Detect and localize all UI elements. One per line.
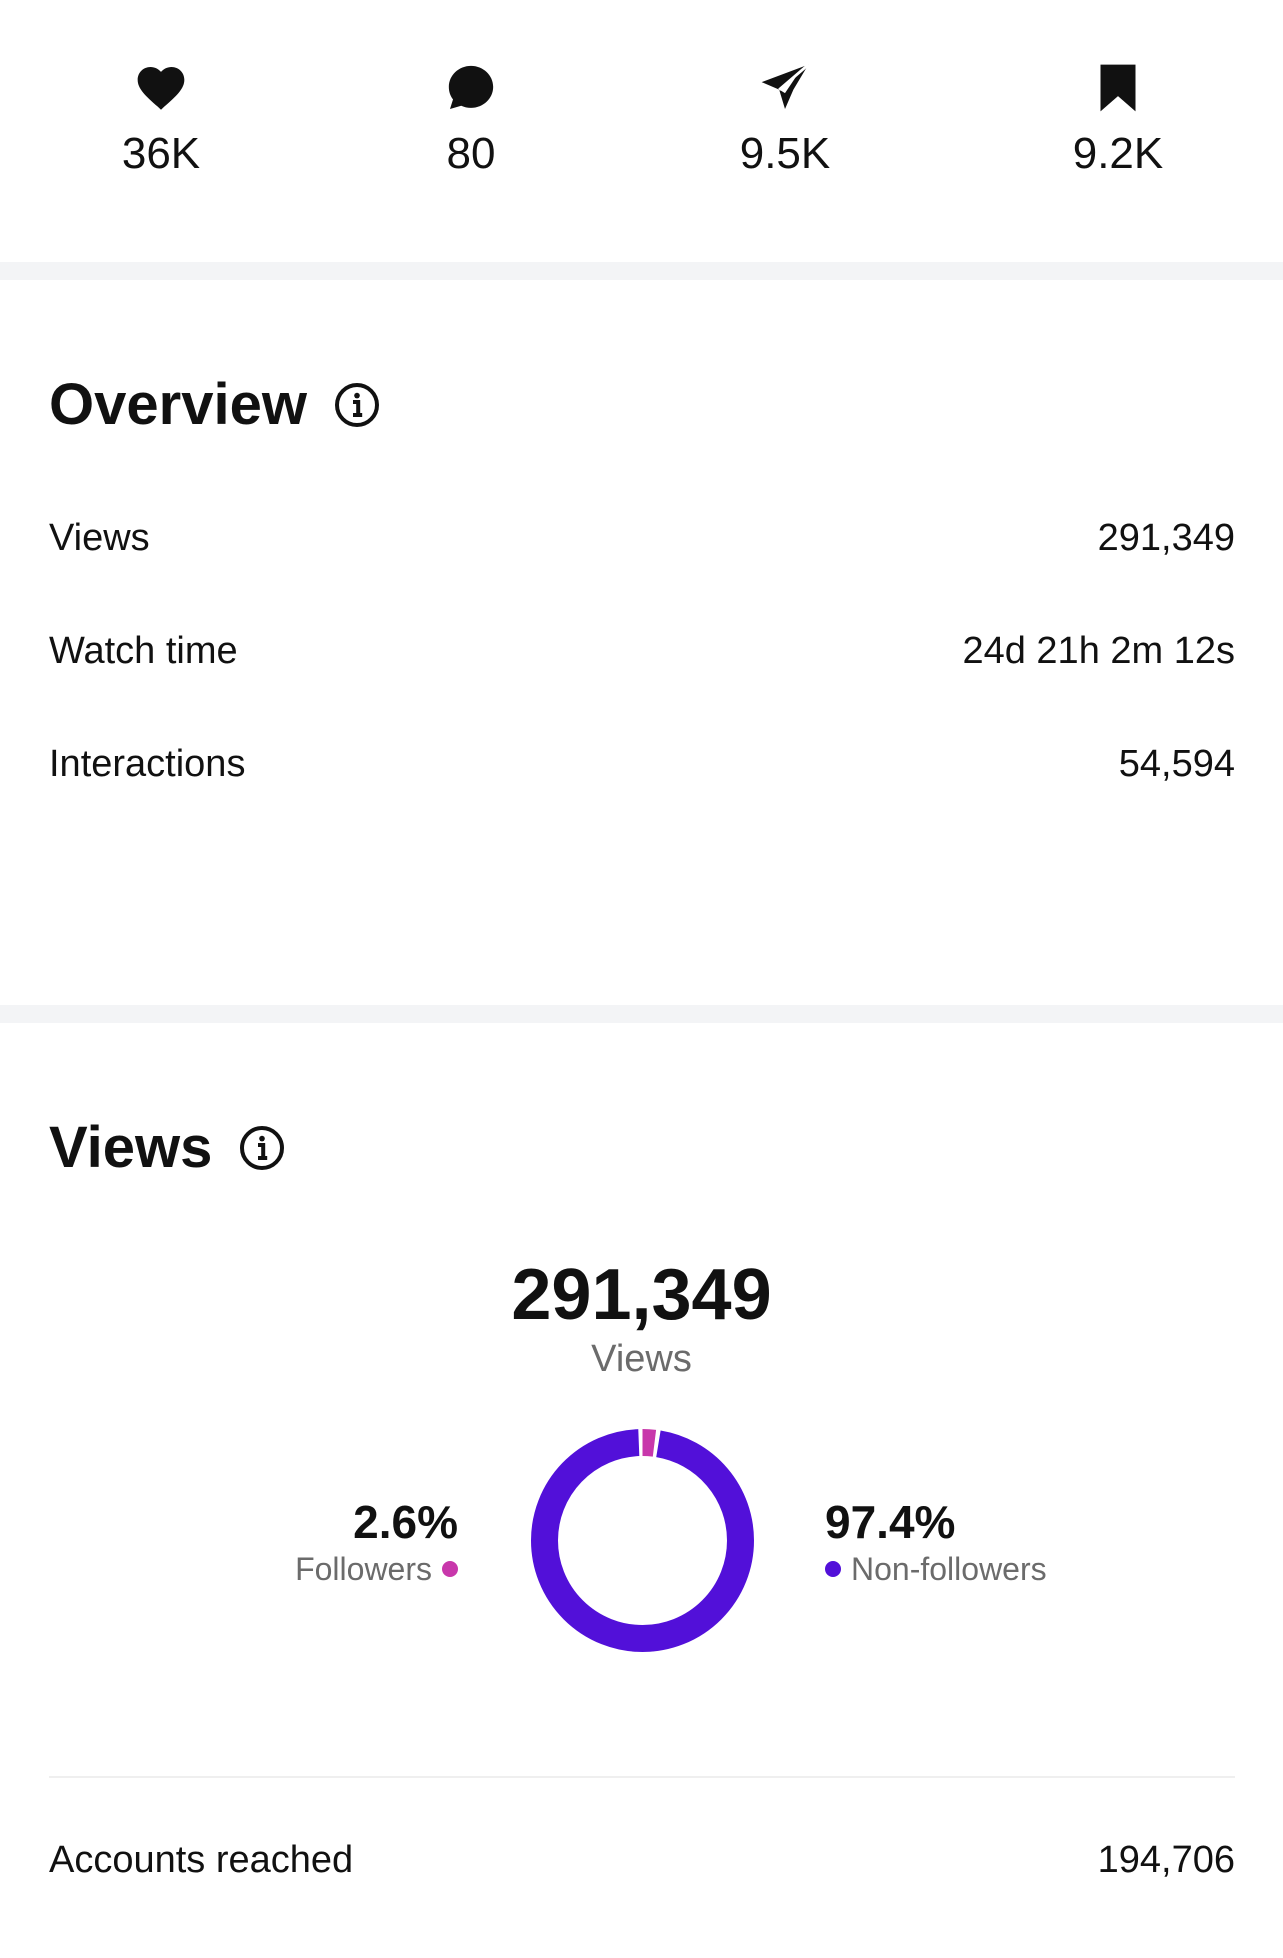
non-followers-segment xyxy=(531,1429,754,1652)
info-icon[interactable] xyxy=(238,1124,286,1172)
heart-icon xyxy=(133,60,189,116)
likes-stat[interactable]: 36K xyxy=(61,60,261,180)
overview-row-views[interactable]: Views 291,349 xyxy=(49,508,1235,568)
accounts-reached-value: 194,706 xyxy=(1097,1838,1235,1881)
row-value: 24d 21h 2m 12s xyxy=(962,629,1235,672)
likes-count: 36K xyxy=(121,129,201,178)
accounts-reached-row[interactable]: Accounts reached 194,706 xyxy=(49,1830,1235,1890)
followers-dot xyxy=(442,1561,458,1577)
overview-row-watch-time[interactable]: Watch time 24d 21h 2m 12s xyxy=(49,621,1235,681)
non-followers-percent: 97.4% xyxy=(825,1496,956,1548)
comments-count: 80 xyxy=(446,129,496,178)
views-total-label: Views xyxy=(591,1338,692,1380)
non-followers-legend: 97.4% Non-followers xyxy=(825,1495,1047,1589)
non-followers-label: Non-followers xyxy=(851,1551,1047,1587)
info-icon[interactable] xyxy=(333,381,381,429)
row-label: Views xyxy=(49,516,150,559)
accounts-reached-label: Accounts reached xyxy=(49,1838,354,1881)
overview-header: Overview xyxy=(49,372,381,438)
non-followers-dot xyxy=(825,1561,841,1577)
views-title: Views xyxy=(49,1115,213,1180)
section-divider xyxy=(0,1005,1283,1023)
divider-line xyxy=(49,1776,1235,1778)
followers-label: Followers xyxy=(295,1551,432,1587)
engagement-stats: 36K 80 9.5K 9.2K xyxy=(0,0,1283,260)
row-value: 291,349 xyxy=(1097,516,1235,559)
followers-percent: 2.6% xyxy=(353,1496,458,1548)
followers-legend: 2.6% Followers xyxy=(295,1495,458,1589)
saves-count: 9.2K xyxy=(1072,129,1164,178)
followers-segment xyxy=(531,1429,754,1652)
row-value: 54,594 xyxy=(1118,742,1235,785)
row-label: Interactions xyxy=(49,742,246,785)
bookmark-icon xyxy=(1090,60,1146,116)
saves-stat[interactable]: 9.2K xyxy=(1018,60,1218,180)
shares-stat[interactable]: 9.5K xyxy=(685,60,885,180)
comment-icon xyxy=(443,60,499,116)
shares-count: 9.5K xyxy=(739,129,831,178)
views-header: Views xyxy=(49,1115,286,1181)
overview-title: Overview xyxy=(49,372,307,437)
views-total-value: 291,349 xyxy=(511,1255,772,1335)
views-donut-chart xyxy=(530,1428,755,1653)
row-label: Watch time xyxy=(49,629,238,672)
overview-row-interactions[interactable]: Interactions 54,594 xyxy=(49,734,1235,794)
comments-stat[interactable]: 80 xyxy=(371,60,571,180)
views-total: 291,349 Views xyxy=(0,1255,1283,1383)
section-divider xyxy=(0,262,1283,280)
share-icon xyxy=(757,60,813,116)
